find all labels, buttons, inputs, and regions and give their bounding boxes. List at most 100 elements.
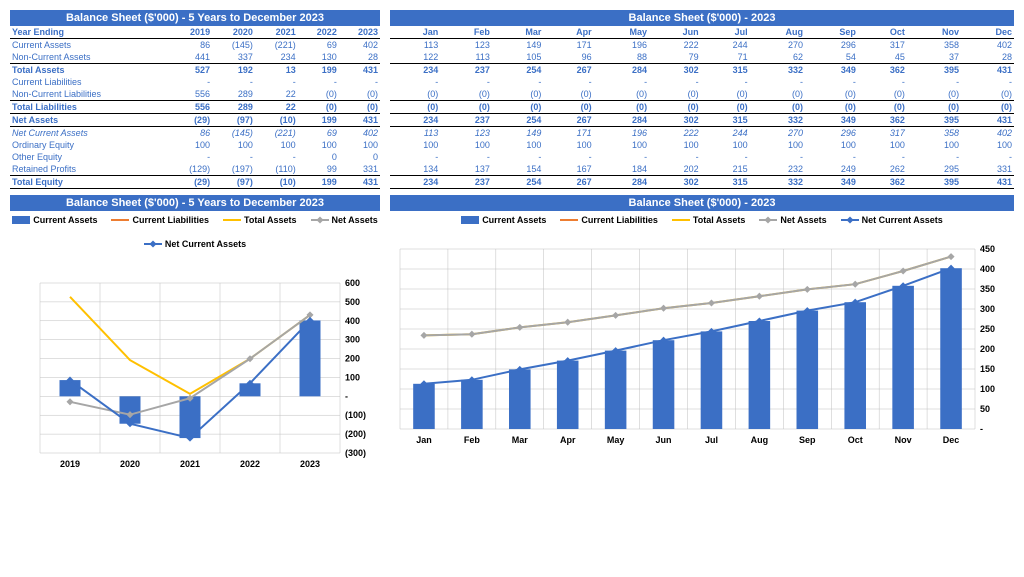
cell-value: 184 xyxy=(594,163,649,176)
svg-text:Oct: Oct xyxy=(848,435,863,445)
legend-label: Current Liabilities xyxy=(581,215,658,225)
cell-value: - xyxy=(543,151,593,163)
month-header: Sep xyxy=(805,26,858,39)
svg-text:200: 200 xyxy=(345,354,360,364)
cell-value: 395 xyxy=(907,114,961,127)
svg-text:400: 400 xyxy=(980,264,995,274)
bar xyxy=(557,361,579,429)
cell-value: 302 xyxy=(649,64,701,77)
cell-value: 199 xyxy=(298,176,339,189)
table-row: Retained Profits(129)(197)(110)99331 xyxy=(10,163,380,176)
table-row: Total Equity(29)(97)(10)199431 xyxy=(10,176,380,189)
table-row: 234237254267284302315332349362395431 xyxy=(390,114,1014,127)
cell-value: 100 xyxy=(440,139,492,151)
cell-value: 332 xyxy=(750,114,805,127)
month-header: Jun xyxy=(649,26,701,39)
cell-value: (110) xyxy=(255,163,298,176)
cell-value: - xyxy=(907,76,961,88)
cell-value: 302 xyxy=(649,114,701,127)
legend-label: Total Assets xyxy=(244,215,297,225)
bar xyxy=(509,369,531,429)
cell-value: 315 xyxy=(701,114,750,127)
cell-value: (0) xyxy=(701,88,750,101)
table-row: Ordinary Equity100100100100100 xyxy=(10,139,380,151)
cell-value: (0) xyxy=(543,101,593,114)
cell-value: 254 xyxy=(492,176,544,189)
row-label: Net Current Assets xyxy=(10,127,169,140)
month-header: Feb xyxy=(440,26,492,39)
table-5year: Balance Sheet ($'000) - 5 Years to Decem… xyxy=(10,10,380,189)
cell-value: (0) xyxy=(543,88,593,101)
table-row: Total Assets52719213199431 xyxy=(10,64,380,77)
row-label: Current Assets xyxy=(10,39,169,52)
cell-value: 358 xyxy=(907,39,961,52)
legend-label: Net Assets xyxy=(332,215,378,225)
table-row: ------------ xyxy=(390,151,1014,163)
cell-value: 196 xyxy=(594,39,649,52)
cell-value: (145) xyxy=(212,127,255,140)
svg-text:300: 300 xyxy=(980,304,995,314)
cell-value: 13 xyxy=(255,64,298,77)
cell-value: 123 xyxy=(440,39,492,52)
legend-label: Current Assets xyxy=(482,215,546,225)
cell-value: 431 xyxy=(961,114,1014,127)
chart-2023-title: Balance Sheet ($'000) - 2023 xyxy=(390,195,1014,211)
cell-value: 215 xyxy=(701,163,750,176)
table-row: Net Assets(29)(97)(10)199431 xyxy=(10,114,380,127)
cell-value: (29) xyxy=(169,114,212,127)
cell-value: 222 xyxy=(649,39,701,52)
cell-value: 267 xyxy=(543,64,593,77)
table-row: 134137154167184202215232249262295331 xyxy=(390,163,1014,176)
cell-value: (0) xyxy=(858,101,907,114)
bar xyxy=(461,380,483,429)
cell-value: - xyxy=(212,151,255,163)
cell-value: (0) xyxy=(750,88,805,101)
cell-value: 22 xyxy=(255,88,298,101)
legend-swatch xyxy=(672,216,690,224)
legend-swatch xyxy=(144,240,162,248)
cell-value: (0) xyxy=(440,101,492,114)
row-label: Non-Current Liabilities xyxy=(10,88,169,101)
cell-value: - xyxy=(440,76,492,88)
table-5year-header-row: Year Ending20192020202120222023 xyxy=(10,26,380,39)
cell-value: 296 xyxy=(805,127,858,140)
cell-value: - xyxy=(701,151,750,163)
table-2023-header-row: JanFebMarAprMayJunJulAugSepOctNovDec xyxy=(390,26,1014,39)
legend-swatch xyxy=(759,216,777,224)
cell-value: 113 xyxy=(390,127,440,140)
cell-value: - xyxy=(961,76,1014,88)
cell-value: (29) xyxy=(169,176,212,189)
cell-value: 296 xyxy=(805,39,858,52)
cell-value: 100 xyxy=(750,139,805,151)
cell-value: 69 xyxy=(298,39,339,52)
cell-value: 222 xyxy=(649,127,701,140)
cell-value: 234 xyxy=(390,64,440,77)
cell-value: 270 xyxy=(750,127,805,140)
year-ending-label: Year Ending xyxy=(10,26,169,39)
row-label: Other Equity xyxy=(10,151,169,163)
cell-value: 232 xyxy=(750,163,805,176)
cell-value: 113 xyxy=(390,39,440,52)
cell-value: 86 xyxy=(169,39,212,52)
cell-value: 37 xyxy=(907,51,961,64)
legend-item: Current Liabilities xyxy=(111,215,209,225)
cell-value: 100 xyxy=(961,139,1014,151)
cell-value: 105 xyxy=(492,51,544,64)
table-row: 113123149171196222244270296317358402 xyxy=(390,39,1014,52)
cell-value: (145) xyxy=(212,39,255,52)
month-header: Jan xyxy=(390,26,440,39)
cell-value: 0 xyxy=(298,151,339,163)
cell-value: 171 xyxy=(543,39,593,52)
month-header: Nov xyxy=(907,26,961,39)
cell-value: (0) xyxy=(907,101,961,114)
cell-value: (10) xyxy=(255,114,298,127)
cell-value: - xyxy=(961,151,1014,163)
cell-value: - xyxy=(169,151,212,163)
svg-text:-: - xyxy=(980,424,983,434)
cell-value: 100 xyxy=(492,139,544,151)
cell-value: 171 xyxy=(543,127,593,140)
legend-item: Net Current Assets xyxy=(841,215,943,225)
year-header: 2019 xyxy=(169,26,212,39)
row-label: Total Liabilities xyxy=(10,101,169,114)
table-row: ------------ xyxy=(390,76,1014,88)
